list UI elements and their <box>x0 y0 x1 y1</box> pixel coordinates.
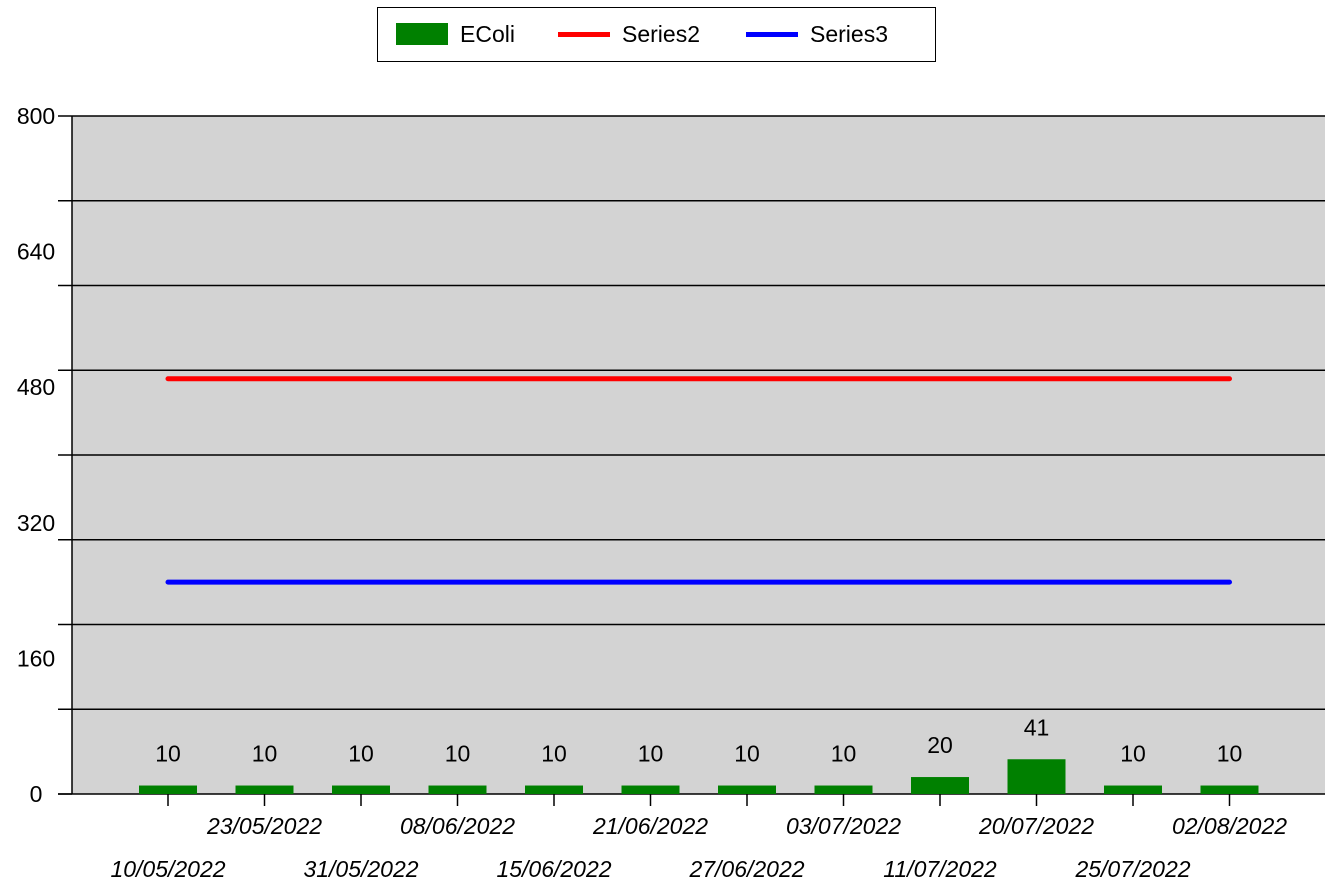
x-tick-label: 02/08/2022 <box>1172 813 1287 839</box>
bar-ecoli <box>139 785 197 794</box>
y-tick-label: 0 <box>30 781 43 807</box>
x-tick-label: 21/06/2022 <box>592 813 708 839</box>
x-tick-label: 20/07/2022 <box>978 813 1094 839</box>
data-label: 10 <box>638 741 664 767</box>
data-label: 41 <box>1024 714 1050 740</box>
x-tick-label: 03/07/2022 <box>786 813 901 839</box>
legend-label-ecoli: EColi <box>460 20 515 47</box>
y-tick-label: 480 <box>17 374 55 400</box>
legend-label-series3: Series3 <box>810 20 888 47</box>
x-tick-label: 23/05/2022 <box>206 813 322 839</box>
bar-ecoli <box>814 785 873 794</box>
data-label: 10 <box>541 741 567 767</box>
data-label: 10 <box>831 741 857 767</box>
legend-swatch-ecoli <box>396 23 448 45</box>
x-tick-label: 10/05/2022 <box>110 856 225 882</box>
bar-ecoli <box>1104 785 1162 794</box>
legend-label-series2: Series2 <box>622 20 700 47</box>
legend-swatch-series3 <box>746 31 798 37</box>
bar-ecoli <box>718 785 776 794</box>
legend-item-series3: Series3 <box>746 8 888 60</box>
bar-ecoli <box>911 777 969 794</box>
bar-ecoli <box>621 785 680 794</box>
data-label: 10 <box>1217 741 1243 767</box>
x-tick-label: 27/06/2022 <box>688 856 804 882</box>
legend-item-ecoli: EColi <box>396 8 515 60</box>
data-label: 10 <box>252 741 278 767</box>
y-tick-label: 800 <box>17 103 55 129</box>
data-label: 10 <box>348 741 374 767</box>
x-tick-label: 25/07/2022 <box>1074 856 1190 882</box>
x-tick-label: 08/06/2022 <box>400 813 515 839</box>
bar-ecoli <box>525 785 583 794</box>
bar-ecoli <box>1200 785 1259 794</box>
x-tick-label: 31/05/2022 <box>303 856 418 882</box>
bar-ecoli <box>1007 759 1066 794</box>
legend-item-series2: Series2 <box>558 8 700 60</box>
x-tick-label: 11/07/2022 <box>883 856 997 882</box>
data-label: 10 <box>734 741 760 767</box>
bar-ecoli <box>235 785 294 794</box>
data-label: 10 <box>155 741 181 767</box>
bar-ecoli <box>332 785 390 794</box>
y-tick-label: 640 <box>17 239 55 265</box>
legend-swatch-series2 <box>558 31 610 37</box>
y-tick-label: 160 <box>17 645 55 671</box>
data-label: 10 <box>1120 741 1146 767</box>
chart-legend: EColi Series2 Series3 <box>377 7 936 62</box>
y-tick-label: 320 <box>17 510 55 536</box>
data-label: 20 <box>927 732 953 758</box>
bar-ecoli <box>428 785 487 794</box>
data-label: 10 <box>445 741 471 767</box>
x-tick-label: 15/06/2022 <box>496 856 611 882</box>
